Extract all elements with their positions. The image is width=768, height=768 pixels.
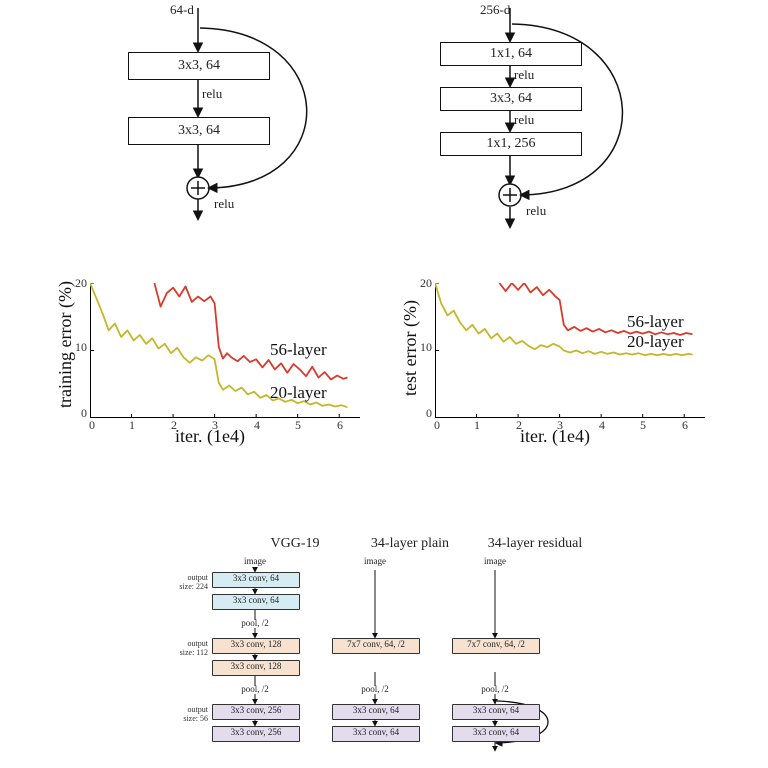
arch-col2-box-6: 3x3 conv, 64: [452, 704, 540, 720]
right-block-1: 3x3, 64: [440, 87, 582, 111]
arch-col1-title: 34-layer plain: [355, 536, 465, 552]
arch-col0-sidelabel-2: output size: 56: [164, 706, 208, 724]
chart-test-lbl20: 20-layer: [627, 332, 684, 352]
arch-col0-sidelabel-0: output size: 224: [164, 574, 208, 592]
arch-col1-box-6: 3x3 conv, 64: [332, 704, 420, 720]
arch-col0-label-2: pool, /2: [215, 618, 295, 628]
arch-col0-box-7: 3x3 conv, 256: [212, 726, 300, 742]
chart-train: training error (%) iter. (1e4) 20 10 0 0…: [60, 278, 365, 443]
chart-train-lbl56: 56-layer: [270, 340, 327, 360]
chart-train-lbl20: 20-layer: [270, 383, 327, 403]
arch-col2-input-label: image: [475, 556, 515, 566]
figure-canvas: 64-d 3x3, 64 relu 3x3, 64 relu 256-d 1x1…: [0, 0, 768, 768]
residual-block-left-svg: [108, 8, 368, 223]
arch-col2-label-5: pool, /2: [455, 684, 535, 694]
arch-col2-box-7: 3x3 conv, 64: [452, 726, 540, 742]
arch-col0-input-label: image: [235, 556, 275, 566]
left-block-0: 3x3, 64: [128, 52, 270, 80]
arch-col0-label-5: pool, /2: [215, 684, 295, 694]
arch-col1-input-label: image: [355, 556, 395, 566]
arch-col0-box-3: 3x3 conv, 128: [212, 638, 300, 654]
arch-col1-label-5: pool, /2: [335, 684, 415, 694]
arch-col1-box-3: 7x7 conv, 64, /2: [332, 638, 420, 654]
right-block-0: 1x1, 64: [440, 42, 582, 66]
arch-col0-box-6: 3x3 conv, 256: [212, 704, 300, 720]
chart-test: test error (%) iter. (1e4) 20 10 0 0 1 2…: [405, 278, 710, 443]
left-block-1: 3x3, 64: [128, 117, 270, 145]
chart-test-lbl56: 56-layer: [627, 312, 684, 332]
arch-col0-box-4: 3x3 conv, 128: [212, 660, 300, 676]
arch-col0-title: VGG-19: [252, 536, 338, 552]
left-input-label: 64-d: [170, 2, 194, 18]
arch-col2-box-3: 7x7 conv, 64, /2: [452, 638, 540, 654]
right-relu-0: relu: [514, 67, 534, 83]
arch-col2-title: 34-layer residual: [475, 536, 595, 552]
left-out-relu: relu: [214, 196, 234, 212]
arch-col0-box-1: 3x3 conv, 64: [212, 594, 300, 610]
arch-col1-box-7: 3x3 conv, 64: [332, 726, 420, 742]
left-relu-0: relu: [202, 86, 222, 102]
right-relu-1: relu: [514, 112, 534, 128]
right-input-label: 256-d: [480, 2, 510, 18]
right-block-2: 1x1, 256: [440, 132, 582, 156]
arch-area: image 3x3 conv, 64 3x3 conv, 64 pool, /2 3x3…: [180, 552, 650, 767]
arch-col0-sidelabel-1: output size: 112: [164, 640, 208, 658]
arch-col0-box-0: 3x3 conv, 64: [212, 572, 300, 588]
right-out-relu: relu: [526, 203, 546, 219]
